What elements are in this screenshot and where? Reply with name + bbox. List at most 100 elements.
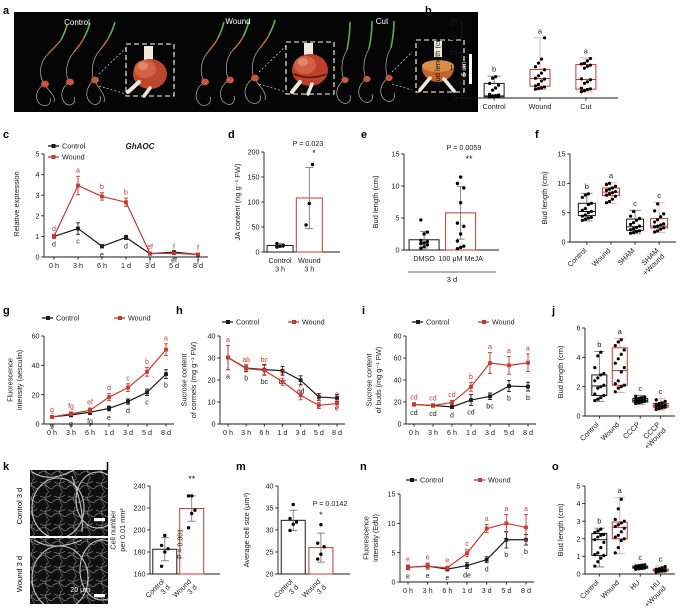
panel-label-d: d: [228, 129, 235, 141]
sig-letter: c: [659, 555, 663, 564]
box-group: c: [632, 384, 649, 406]
panel-label-j: j: [552, 305, 556, 317]
y-tick-label: 2: [577, 534, 581, 543]
y-tick-label: 60: [32, 332, 40, 341]
y-tick-label: 25: [266, 548, 274, 557]
sig-letter: cd: [467, 410, 475, 417]
panel-label-n: n: [360, 461, 367, 473]
sig-letter: d: [52, 226, 56, 233]
sig-letter: c: [145, 400, 149, 407]
x-tick-label: 3 h: [423, 586, 433, 595]
sig-letter: e: [107, 415, 111, 422]
x-tick-label: Control: [578, 420, 601, 443]
y-tick-label: 200: [134, 526, 146, 535]
svg-text:Bud length (cm): Bud length (cm): [540, 171, 549, 224]
panel-d: 0 50 100 150 200 Control 3 h Wound 3 h JA content…: [230, 132, 355, 297]
x-tick-label: SHAM+Wound: [639, 246, 666, 277]
svg-text:Bud length (cm): Bud length (cm): [556, 503, 565, 556]
x-tick-label: Wound: [599, 420, 621, 442]
sig-letter: g: [50, 407, 54, 414]
y-axis-label: Fluorescence intensity (aesculin): [5, 350, 24, 410]
sig-letter: a: [538, 26, 543, 35]
y-tick-label: 5: [396, 214, 400, 223]
sig-letter: e: [426, 573, 430, 580]
bar-group: [280, 502, 306, 575]
x-tick-label: CCCP+Wound: [641, 420, 667, 451]
svg-text:Sucrose content: Sucrose content: [364, 354, 373, 407]
svg-text:Control: Control: [578, 578, 601, 601]
panel-n: 0 5 10 15 0 h 3 h 6 h 1 d 3 d 5 d 8 d e e e de d b b e e e c a…: [361, 464, 542, 614]
x-tick-label: 5 d: [314, 428, 324, 437]
svg-text:Bud length (cm): Bud length (cm): [433, 33, 442, 86]
panel-a-scale-bar-label: 5 cm: [461, 61, 468, 76]
svg-text:P = 0.001: P = 0.001: [178, 529, 185, 559]
sig-letter: a: [76, 168, 80, 175]
sig-letter: a: [526, 345, 530, 352]
panel-label-m: m: [236, 461, 246, 473]
bar-group: [445, 175, 477, 251]
y-tick-label: 0: [256, 248, 260, 257]
svg-text:Sucrose content: Sucrose content: [179, 354, 188, 407]
x-tick-label: Wound: [599, 578, 621, 600]
sig-letter: c: [659, 387, 663, 396]
x-tick-label: 8 d: [193, 261, 203, 270]
sig-letter: a: [504, 506, 508, 513]
legend-item: Control: [42, 314, 80, 323]
y-axis-label: Sucrose content of buds (mg g⁻¹ FW): [364, 347, 383, 414]
sig-letter: g: [69, 421, 73, 428]
y-tick-label: 15: [392, 150, 400, 159]
y-tick-label: 1: [577, 552, 581, 561]
box-group: b: [591, 517, 608, 568]
panel-c: 0 1 2 3 4 5 0 h 3 h 6 h 1 d 3 d 5 d 8 d d c e d f ef f d a b b e…: [8, 132, 223, 297]
legend-label: Control: [56, 314, 80, 323]
svg-text:Wound: Wound: [599, 420, 621, 442]
svg-text:Bud length (cm): Bud length (cm): [556, 345, 565, 398]
y-tick-label: 50: [252, 223, 260, 232]
sig-letter: a: [164, 335, 168, 342]
sig-letter: e: [335, 406, 339, 413]
panel-label-e: e: [361, 129, 368, 141]
svg-text:HU: HU: [628, 578, 642, 592]
sig-letter: e: [426, 555, 430, 562]
svg-text:Relative expression: Relative expression: [12, 171, 21, 236]
sig-letter: ef: [171, 257, 177, 264]
box-group: b: [577, 182, 596, 222]
y-axis-label: Average cell size (μm²): [242, 493, 251, 568]
panel-m-star: *: [319, 510, 323, 520]
x-tick-label: Control: [578, 578, 601, 601]
x-tick-label: 5 d: [504, 428, 514, 437]
sig-letter: c: [633, 199, 637, 208]
x-tick-label: 3 h: [275, 265, 285, 274]
panel-j: 0 2 4 6 b Control a Wound c CCCP c CCCP +Wound Bud le…: [553, 306, 684, 458]
x-tick-label: 1 d: [462, 586, 472, 595]
panel-a-label-wound: Wound: [225, 17, 250, 26]
y-tick-label: 0: [562, 238, 566, 247]
sig-letter: cd: [410, 394, 418, 401]
y-tick-label: 30: [208, 354, 216, 363]
y-axis-label: Bud length (cm): [556, 345, 565, 398]
panel-i: 0 20 40 60 80 0 h 3 h 6 h 1 d 3 d 5 d 8 d cd cd d cd bc b…: [364, 306, 542, 456]
y-tick-label: 5: [577, 482, 581, 491]
panel-e-star: **: [465, 154, 473, 164]
y-tick-label: 160: [134, 570, 146, 579]
x-tick-label: 100 μM MeJA: [438, 254, 483, 263]
y-axis-label: Bud length (cm): [433, 33, 442, 86]
panel-label-a: a: [3, 5, 10, 17]
x-tick-label: 6 h: [85, 428, 95, 437]
box-group: a: [529, 26, 551, 91]
y-tick-label: 15: [558, 150, 566, 159]
panel-f: 0 5 10 15 b Control a Wound c SHAM c SHAM +Wound Bud …: [536, 132, 684, 297]
sig-letter: bc: [261, 357, 269, 364]
legend-label: Control: [420, 476, 444, 485]
legend-item: Wound: [288, 318, 325, 327]
x-tick-label: 3 h: [428, 428, 438, 437]
x-tick-label: 8 d: [523, 428, 533, 437]
panel-k-scale-bar-label: 20 μm: [70, 587, 90, 594]
y-tick-label: 1: [36, 232, 40, 241]
x-tick-label: 3 h: [241, 428, 251, 437]
y-axis-label: Sucrose content of cormels (mg g⁻¹ FW): [179, 342, 198, 418]
y-tick-label: 6: [577, 324, 581, 333]
